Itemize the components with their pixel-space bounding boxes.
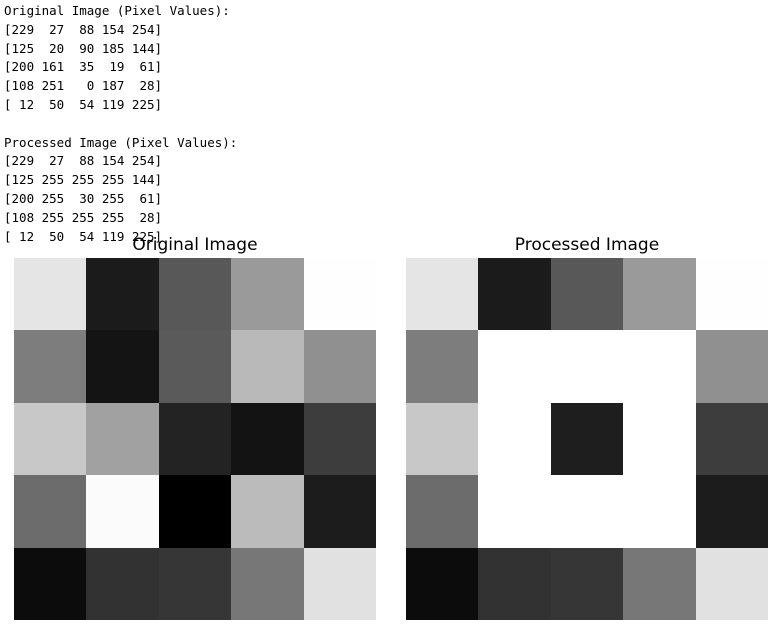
heatmap-cell-r4-c2 <box>550 547 624 620</box>
processed-values-row: [229 27 88 154 254] <box>4 153 163 169</box>
heatmap-cell-r4-c2 <box>158 547 232 620</box>
original-values-header: Original Image (Pixel Values): <box>4 3 230 18</box>
processed-image-grid <box>406 258 768 620</box>
original-values-row: [200 161 35 19 61] <box>4 59 163 75</box>
heatmap-cell-r1-c3 <box>623 330 696 403</box>
heatmap-cell-r2-c2 <box>550 402 624 476</box>
heatmap-cell-r4-c3 <box>231 547 304 620</box>
heatmap-cell-r3-c1 <box>478 475 551 548</box>
heatmap-cell-r0-c4 <box>303 258 376 331</box>
heatmap-cell-r1-c2 <box>550 330 624 403</box>
processed-image-title: Processed Image <box>514 235 660 255</box>
heatmap-cell-r2-c1 <box>478 402 551 476</box>
heatmap-cell-r3-c4 <box>695 475 768 548</box>
heatmap-cell-r0-c2 <box>158 258 232 331</box>
heatmap-cell-r3-c3 <box>623 475 696 548</box>
heatmap-cell-r0-c0 <box>14 258 87 331</box>
heatmap-cell-r3-c1 <box>86 475 159 548</box>
console-blank-line <box>4 115 237 134</box>
processed-values-row: [ 12 50 54 119 225] <box>4 228 163 244</box>
heatmap-cell-r4-c4 <box>303 547 376 620</box>
heatmap-cell-r2-c0 <box>14 402 87 476</box>
heatmap-cell-r2-c4 <box>695 402 768 476</box>
processed-values-row: [125 255 255 255 144] <box>4 172 163 188</box>
original-image-grid <box>14 258 376 620</box>
heatmap-cell-r0-c4 <box>695 258 768 331</box>
heatmap-cell-r3-c0 <box>406 475 479 548</box>
heatmap-cell-r4-c0 <box>406 547 479 620</box>
heatmap-cell-r1-c4 <box>695 330 768 403</box>
heatmap-cell-r4-c1 <box>478 547 551 620</box>
heatmap-cell-r1-c1 <box>478 330 551 403</box>
heatmap-cell-r0-c3 <box>623 258 696 331</box>
heatmap-cell-r1-c2 <box>158 330 232 403</box>
heatmap-cell-r3-c4 <box>303 475 376 548</box>
original-image-plot: Original Image <box>14 234 376 620</box>
heatmap-cell-r2-c3 <box>623 402 696 476</box>
heatmap-cell-r4-c4 <box>695 547 768 620</box>
original-values-row: [ 12 50 54 119 225] <box>4 96 163 112</box>
heatmap-cell-r4-c3 <box>623 547 696 620</box>
heatmap-cell-r1-c3 <box>231 330 304 403</box>
original-values-row: [125 20 90 185 144] <box>4 40 163 56</box>
heatmap-cell-r3-c2 <box>158 475 232 548</box>
heatmap-cell-r0-c0 <box>406 258 479 331</box>
processed-values-row: [200 255 30 255 61] <box>4 190 163 206</box>
heatmap-cell-r2-c3 <box>231 402 304 476</box>
heatmap-cell-r4-c0 <box>14 547 87 620</box>
heatmap-cell-r0-c1 <box>478 258 551 331</box>
heatmap-cell-r3-c0 <box>14 475 87 548</box>
heatmap-cell-r2-c1 <box>86 402 159 476</box>
heatmap-cell-r0-c3 <box>231 258 304 331</box>
console-output: Original Image (Pixel Values): [229 27 8… <box>4 2 237 246</box>
processed-image-plot: Processed Image <box>406 234 768 620</box>
original-image-title: Original Image <box>132 235 258 255</box>
processed-values-row: [108 255 255 255 28] <box>4 209 163 225</box>
original-values-row: [108 251 0 187 28] <box>4 78 163 94</box>
heatmap-cell-r1-c4 <box>303 330 376 403</box>
original-values-row: [229 27 88 154 254] <box>4 21 163 37</box>
heatmap-cell-r0-c1 <box>86 258 159 331</box>
heatmap-cell-r2-c4 <box>303 402 376 476</box>
heatmap-cell-r2-c0 <box>406 402 479 476</box>
processed-values-header: Processed Image (Pixel Values): <box>4 134 238 150</box>
heatmap-cell-r1-c0 <box>14 330 87 403</box>
heatmap-cell-r4-c1 <box>86 547 159 620</box>
heatmap-cell-r3-c3 <box>231 475 304 548</box>
heatmap-cell-r3-c2 <box>550 475 624 548</box>
heatmap-cell-r0-c2 <box>550 258 624 331</box>
heatmap-cell-r1-c0 <box>406 330 479 403</box>
heatmap-cell-r2-c2 <box>158 402 232 476</box>
heatmap-cell-r1-c1 <box>86 330 159 403</box>
